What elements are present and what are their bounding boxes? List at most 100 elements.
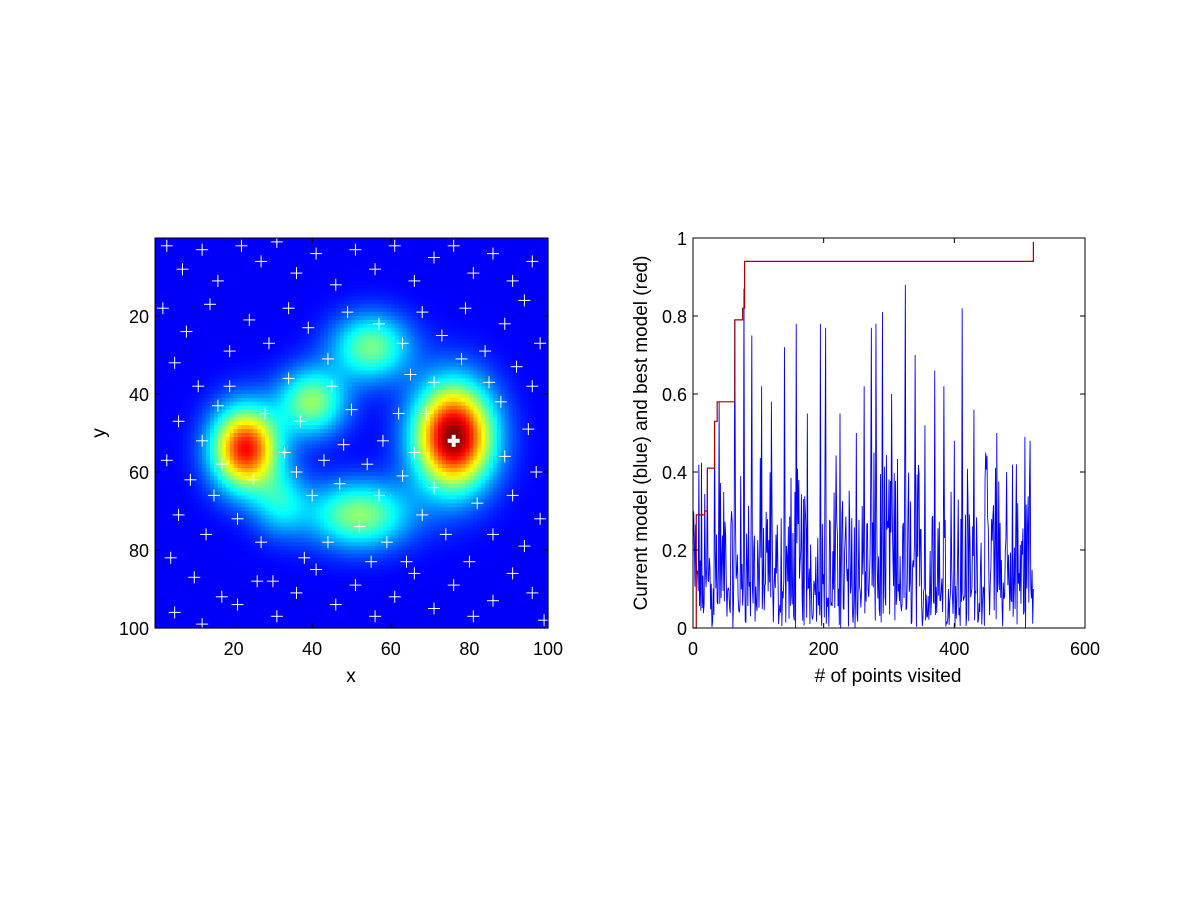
heatmap-cell [422,366,427,372]
heatmap-cell [481,374,486,379]
heatmap-cell [465,265,470,270]
heatmap-cell [186,312,191,317]
heatmap-cell [182,300,188,305]
heatmap-cell [233,312,239,317]
heatmap-cell [237,335,243,340]
heatmap-cell [178,277,184,282]
heatmap-cell [304,351,309,356]
heatmap-cell [323,417,329,422]
heatmap-cell [327,323,333,329]
heatmap-cell [449,378,455,383]
heatmap-cell [194,362,199,368]
heatmap-cell [426,323,431,329]
heatmap-cell [465,288,470,294]
heatmap-cell [190,386,195,391]
heatmap-cell [418,366,423,372]
heatmap-cell [528,312,533,317]
heatmap-cell [198,417,203,422]
heatmap-cell [257,257,262,262]
heatmap-cell [245,382,250,387]
heatmap-cell [280,362,286,368]
heatmap-cell [418,413,423,418]
heatmap-cell [481,327,486,333]
heatmap-cell [217,265,223,270]
heatmap-cell [284,382,290,387]
heatmap-cell [410,253,415,259]
heatmap-cell [162,277,168,282]
heatmap-cell [213,277,219,282]
heatmap-cell [304,319,309,325]
heatmap-cell [544,292,549,298]
heatmap-cell [414,261,419,266]
heatmap-cell [355,382,360,387]
heatmap-cell [327,386,333,391]
heatmap-cell [312,386,317,391]
heatmap-cell [217,343,223,348]
heatmap-cell [355,292,360,298]
heatmap-cell [331,421,337,426]
heatmap-cell [359,253,364,259]
heatmap-cell [241,273,246,278]
heatmap-cell [382,339,388,344]
heatmap-cell [410,429,415,434]
heatmap-cell [516,296,522,301]
heatmap-cell [292,265,298,270]
heatmap-cell [339,397,345,403]
heatmap-cell [213,394,219,399]
heatmap-cell [155,308,160,313]
heatmap-cell [449,382,455,387]
heatmap-cell [485,394,490,399]
heatmap-cell [496,245,502,251]
heatmap-cell [457,265,463,270]
heatmap-cell [434,358,439,364]
heatmap-cell [398,362,404,368]
heatmap-cell [190,284,195,290]
heatmap-cell [304,323,309,329]
heatmap-cell [343,296,349,301]
heatmap-cell [304,421,309,426]
heatmap-cell [485,308,490,313]
heatmap-cell [430,249,435,255]
heatmap-cell [300,300,305,305]
heatmap-cell [355,374,360,379]
heatmap-cell [276,374,282,379]
heatmap-cell [202,249,207,255]
heatmap-cell [434,370,439,376]
heatmap-cell [422,316,427,321]
heatmap-cell [375,397,380,403]
heatmap-cell [182,351,188,356]
heatmap-cell [320,245,325,251]
heatmap-cell [296,241,302,247]
heatmap-cell [441,343,447,348]
heatmap-cell [182,308,188,313]
heatmap-cell [500,358,506,364]
heatmap-cell [347,362,353,368]
heatmap-cell [465,257,470,262]
heatmap-cell [268,374,274,379]
heatmap-cell [280,249,286,255]
heatmap-cell [375,374,380,379]
heatmap-cell [288,304,294,309]
heatmap-cell [406,374,412,379]
heatmap-cell [434,374,439,379]
heatmap-cell [296,273,302,278]
heatmap-cell [194,304,199,309]
heatmap-cell [331,343,337,348]
heatmap-cell [162,386,168,391]
heatmap-cell [166,386,172,391]
heatmap-cell [528,425,533,430]
heatmap-cell [524,366,529,372]
heatmap-cell [426,304,431,309]
heatmap-cell [386,366,392,372]
heatmap-cell [257,249,262,255]
heatmap-cell [245,288,250,294]
heatmap-cell [382,390,388,395]
heatmap-cell [261,277,266,282]
heatmap-cell [257,343,262,348]
heatmap-cell [414,273,419,278]
heatmap-cell [331,312,337,317]
heatmap-cell [316,405,321,411]
heatmap-cell [351,269,357,274]
heatmap-cell [351,374,357,379]
heatmap-cell [422,421,427,426]
